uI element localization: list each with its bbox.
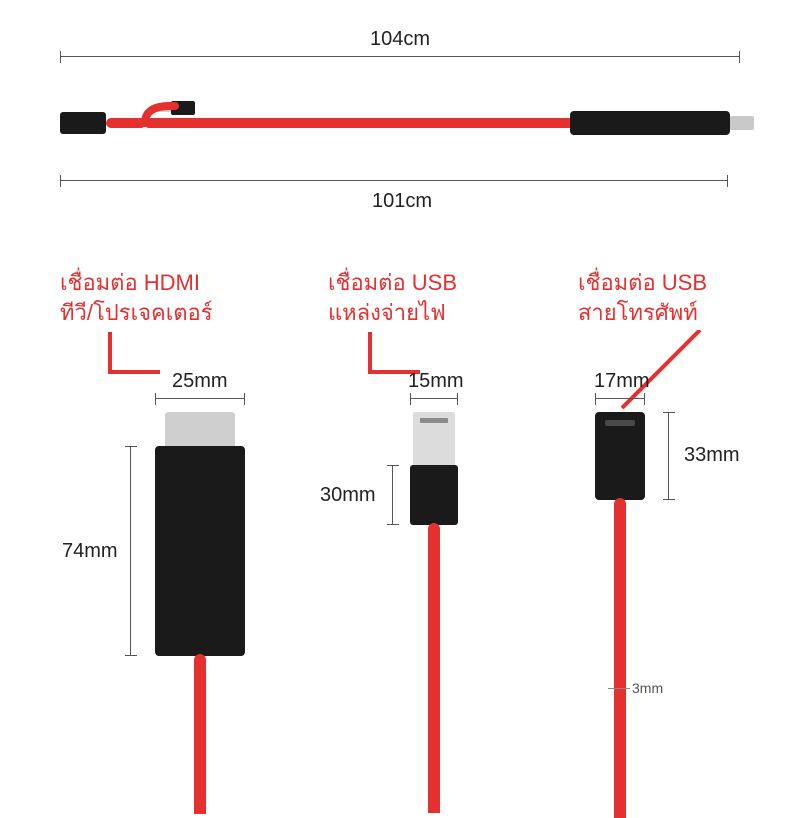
dim-label-33mm: 33mm [684, 444, 740, 467]
annotation-hdmi-line1: เชื่อมต่อ HDMI [60, 270, 200, 295]
dim-tick-3mm [608, 688, 630, 689]
top-cable-assembly [60, 100, 740, 160]
bracket-hdmi [108, 332, 160, 374]
dim-label-17mm: 17mm [594, 370, 650, 393]
dim-label-74mm: 74mm [62, 540, 118, 563]
hdmi-connector-body [155, 446, 245, 656]
dim-label-25mm: 25mm [172, 370, 228, 393]
dim-line-101cm [60, 180, 728, 181]
usb-female-cable [614, 498, 626, 818]
annotation-usb-phone-line2: สายโทรศัพท์ [578, 300, 698, 325]
dim-label-15mm: 15mm [408, 370, 464, 393]
usb-female-slot [605, 420, 635, 426]
usb-power-cable [428, 523, 440, 813]
annotation-usb-phone-line1: เชื่อมต่อ USB [578, 270, 707, 295]
dim-line-33mm [668, 412, 669, 500]
annotation-usb-power: เชื่อมต่อ USB แหล่งจ่ายไฟ [328, 268, 457, 327]
hdmi-cable [194, 654, 206, 814]
dim-line-15mm [410, 398, 458, 399]
dim-line-17mm [595, 398, 645, 399]
bracket-usb-power [368, 332, 420, 374]
hdmi-tip-mini [730, 116, 754, 130]
dim-line-30mm [392, 465, 393, 525]
dim-line-74mm [130, 446, 131, 656]
hdmi-body-mini [570, 111, 730, 135]
annotation-usb-power-line1: เชื่อมต่อ USB [328, 270, 457, 295]
dim-label-104cm: 104cm [370, 28, 430, 51]
annotation-usb-phone: เชื่อมต่อ USB สายโทรศัพท์ [578, 268, 707, 327]
usb-power-body [410, 465, 458, 525]
dim-label-30mm: 30mm [320, 484, 376, 507]
hdmi-connector-tip [165, 412, 235, 448]
annotation-hdmi-line2: ทีวี/โปรเจคเตอร์ [60, 300, 213, 325]
dim-line-25mm [155, 398, 245, 399]
usb-female-dongle [60, 112, 106, 134]
annotation-hdmi: เชื่อมต่อ HDMI ทีวี/โปรเจคเตอร์ [60, 268, 213, 327]
dim-line-104cm [60, 56, 740, 57]
cable-main [144, 118, 574, 128]
usb-power-tip-slot [420, 418, 448, 423]
annotation-usb-power-line2: แหล่งจ่ายไฟ [328, 300, 446, 325]
dim-label-3mm: 3mm [632, 680, 663, 696]
dim-label-101cm: 101cm [372, 190, 432, 213]
